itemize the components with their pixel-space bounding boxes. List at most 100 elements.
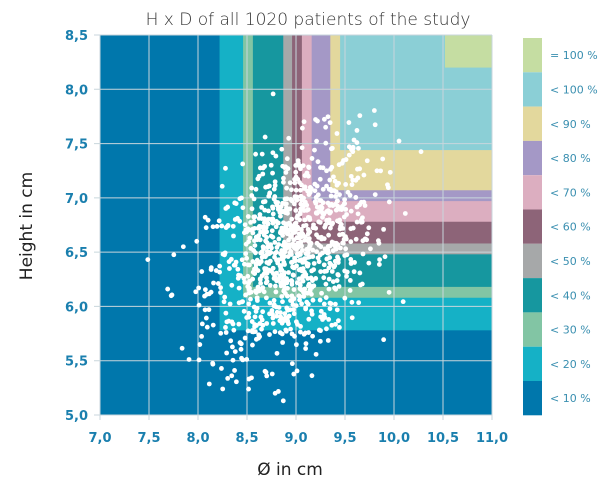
data-point xyxy=(364,237,370,243)
data-point xyxy=(254,257,260,263)
data-point xyxy=(337,325,342,330)
data-point xyxy=(219,223,225,229)
data-point xyxy=(328,262,334,267)
data-point xyxy=(299,301,304,307)
data-point xyxy=(345,189,351,195)
data-point xyxy=(297,281,303,286)
data-point xyxy=(315,118,320,124)
data-point xyxy=(381,337,387,343)
data-point xyxy=(269,371,275,377)
data-point xyxy=(262,216,267,222)
data-point xyxy=(186,357,192,362)
data-point xyxy=(210,224,216,230)
data-point xyxy=(272,179,278,185)
data-point xyxy=(298,206,304,212)
data-point xyxy=(211,280,216,286)
data-point xyxy=(223,330,229,335)
data-point xyxy=(243,241,249,247)
data-point xyxy=(224,350,230,356)
data-point xyxy=(328,209,333,215)
data-point xyxy=(249,319,255,324)
data-point xyxy=(145,257,151,263)
data-point xyxy=(285,293,290,299)
data-point xyxy=(264,275,269,281)
data-point xyxy=(267,283,273,288)
data-point xyxy=(267,258,273,264)
data-point xyxy=(225,375,231,381)
data-point xyxy=(180,244,186,250)
data-point xyxy=(227,266,232,271)
data-point xyxy=(272,250,278,256)
data-point xyxy=(244,357,250,362)
data-point xyxy=(199,321,205,327)
data-point xyxy=(332,263,338,269)
data-point xyxy=(271,196,277,202)
data-point xyxy=(298,323,303,329)
data-point xyxy=(291,265,297,271)
data-point xyxy=(317,176,323,182)
data-point xyxy=(282,262,287,267)
data-point xyxy=(251,196,257,202)
data-point xyxy=(284,305,290,311)
data-point xyxy=(323,124,329,130)
data-point xyxy=(275,220,281,226)
data-point xyxy=(293,342,299,348)
data-point xyxy=(276,236,282,242)
data-point xyxy=(303,305,309,311)
data-point xyxy=(270,265,276,271)
data-point xyxy=(279,146,285,152)
data-point xyxy=(229,319,235,325)
data-point xyxy=(348,239,354,245)
data-point xyxy=(270,91,276,97)
data-point xyxy=(302,269,307,275)
data-point xyxy=(335,272,341,277)
data-point xyxy=(319,290,324,296)
data-point xyxy=(307,189,313,195)
legend-swatch xyxy=(523,106,542,141)
data-point xyxy=(313,210,319,216)
data-point xyxy=(311,283,317,289)
data-point xyxy=(262,207,268,213)
data-point xyxy=(293,319,299,325)
legend-label: < 40 % xyxy=(550,289,591,302)
data-point xyxy=(250,259,256,264)
data-point xyxy=(324,168,329,174)
data-point xyxy=(304,299,310,305)
y-tick-label: 8,0 xyxy=(65,83,88,98)
data-point xyxy=(259,326,264,332)
data-point xyxy=(329,322,335,328)
data-point xyxy=(332,285,337,291)
data-point xyxy=(280,299,285,305)
data-point xyxy=(327,306,333,312)
data-point xyxy=(282,196,288,202)
data-point xyxy=(282,311,288,317)
data-point xyxy=(335,242,341,248)
data-point xyxy=(279,316,285,321)
data-point xyxy=(355,211,361,217)
data-point xyxy=(342,197,348,202)
data-point xyxy=(288,252,294,257)
data-point xyxy=(284,185,290,191)
data-point xyxy=(254,298,260,303)
data-point xyxy=(284,245,290,251)
data-point xyxy=(332,178,338,184)
data-point xyxy=(260,199,266,205)
data-point xyxy=(280,163,286,169)
data-point xyxy=(283,223,289,229)
data-point xyxy=(349,182,355,188)
data-point xyxy=(325,114,331,120)
data-point xyxy=(210,360,216,366)
data-point xyxy=(284,231,290,237)
data-point xyxy=(271,186,277,192)
data-point xyxy=(270,315,276,321)
data-point xyxy=(310,247,316,253)
data-point xyxy=(165,286,171,292)
data-point xyxy=(298,187,303,193)
data-point xyxy=(366,225,372,231)
data-point xyxy=(278,251,284,257)
data-point xyxy=(295,224,301,230)
data-point xyxy=(274,313,280,319)
data-point xyxy=(346,152,352,158)
data-point xyxy=(340,240,346,246)
data-point xyxy=(262,368,268,374)
